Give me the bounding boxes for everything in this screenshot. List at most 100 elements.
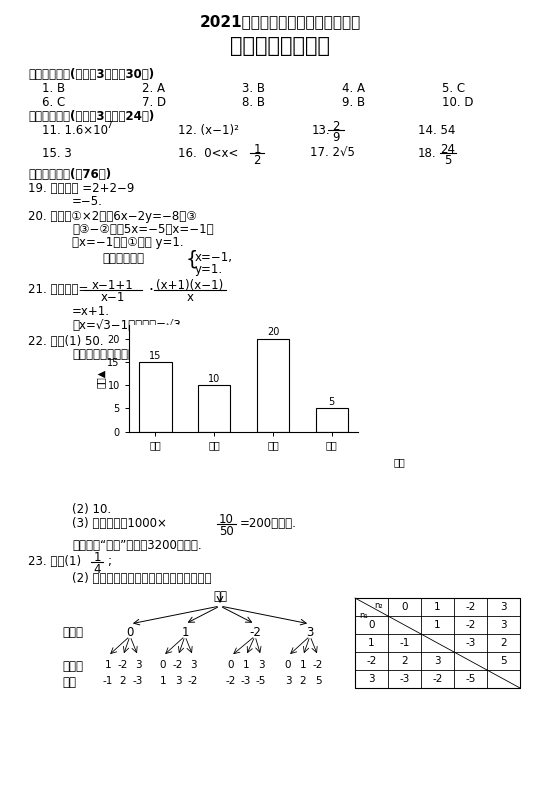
Text: -1: -1 [399,638,410,648]
Text: -2: -2 [249,626,261,639]
Text: -3: -3 [133,676,143,686]
Text: -3: -3 [465,638,475,648]
Text: 14. 54: 14. 54 [418,124,455,137]
Text: -2: -2 [226,676,236,686]
Text: 17. 2√5: 17. 2√5 [310,147,355,160]
Text: 2021年苏州市初中毕业暑升学考试: 2021年苏州市初中毕业暑升学考试 [199,14,361,29]
Text: 20: 20 [267,327,279,337]
Text: 5: 5 [500,656,507,666]
Bar [198,385,230,432]
Text: 1: 1 [434,620,441,630]
Text: 15. 3: 15. 3 [42,147,72,160]
Text: 3: 3 [258,660,264,670]
Text: -2: -2 [465,620,475,630]
Text: 1: 1 [300,660,306,670]
Text: 0: 0 [368,620,375,630]
Text: ·: · [148,283,153,298]
Text: x−1: x−1 [101,291,125,304]
Text: -2: -2 [366,656,377,666]
Text: 数学试题参考答案: 数学试题参考答案 [230,36,330,56]
Text: 方程组的解为: 方程组的解为 [102,252,144,265]
Text: 4: 4 [94,563,101,576]
Text: 8. B: 8. B [242,96,265,109]
Text: 3: 3 [368,674,375,684]
Text: 5: 5 [444,154,452,167]
Text: 50: 50 [218,525,234,538]
Text: n₁: n₁ [359,611,367,620]
Text: 1: 1 [94,551,101,564]
Text: ;: ; [107,555,111,568]
Text: =−5.: =−5. [72,195,103,208]
Text: -1: -1 [103,676,113,686]
Text: 二、填空题：(每小颙3分，入24分): 二、填空题：(每小颙3分，入24分) [28,110,154,123]
Text: 24: 24 [441,143,455,156]
Text: 画图并标注相应数据，如下图所示.: 画图并标注相应数据，如下图所示. [72,348,181,361]
Text: 0: 0 [402,602,408,612]
Text: 3: 3 [434,656,441,666]
Text: 2. A: 2. A [142,82,165,95]
Text: 3: 3 [190,660,197,670]
Text: 5: 5 [329,397,335,407]
Text: 16.  0<x<: 16. 0<x< [178,147,239,160]
Text: -2: -2 [313,660,323,670]
Text: (3) 由题意得：1000×: (3) 由题意得：1000× [72,517,167,530]
Text: 2: 2 [500,638,507,648]
Text: 4. A: 4. A [342,82,365,95]
Text: 2: 2 [401,656,408,666]
Text: 6. C: 6. C [42,96,66,109]
Text: 1: 1 [160,676,166,686]
Text: 课程: 课程 [394,457,405,467]
Text: 0: 0 [284,660,291,670]
Text: 3. B: 3. B [242,82,265,95]
Y-axis label: 人数▲: 人数▲ [96,368,106,388]
Text: 结果: 结果 [62,676,76,689]
Text: 0: 0 [228,660,234,670]
Text: -2: -2 [118,660,128,670]
Text: 1: 1 [434,602,441,612]
Text: -2: -2 [173,660,183,670]
Text: 答：选修“剪纸”课程最3200名学生.: 答：选修“剪纸”课程最3200名学生. [72,539,202,552]
Text: 9. B: 9. B [342,96,365,109]
Text: 5: 5 [315,676,321,686]
Text: x=−1,: x=−1, [195,251,233,264]
Text: 13.: 13. [312,124,330,137]
Text: 12. (x−1)²: 12. (x−1)² [178,124,239,137]
Text: 22. 解：(1) 50.: 22. 解：(1) 50. [28,335,104,348]
Text: (2) 10.: (2) 10. [72,503,111,516]
Text: -3: -3 [241,676,251,686]
Text: 20. 解：由①×2，得6x−2y=−8，③: 20. 解：由①×2，得6x−2y=−8，③ [28,210,197,223]
Text: (x+1)(x−1): (x+1)(x−1) [156,279,223,292]
Text: 由③−②，得5x=−5，x=−1，: 由③−②，得5x=−5，x=−1， [72,223,213,236]
Text: 3: 3 [135,660,141,670]
Text: 三、解答题：(入76分): 三、解答题：(入76分) [28,168,111,181]
Text: 3: 3 [500,602,507,612]
Text: 2: 2 [253,154,261,167]
Text: 1. B: 1. B [42,82,65,95]
Text: 19. 解：原式 =2+2−9: 19. 解：原式 =2+2−9 [28,182,134,195]
Text: 1: 1 [242,660,249,670]
Text: 2: 2 [120,676,127,686]
Text: 10: 10 [208,374,220,384]
Text: -5: -5 [256,676,266,686]
Text: x: x [186,291,194,304]
Text: 10: 10 [218,513,234,526]
Text: 0: 0 [127,626,134,639]
Text: 1: 1 [105,660,111,670]
Text: -2: -2 [432,674,443,684]
Text: 10. D: 10. D [442,96,474,109]
Text: 3: 3 [175,676,181,686]
Text: 开始: 开始 [213,590,227,603]
Text: 7. D: 7. D [142,96,166,109]
Text: =200（名）.: =200（名）. [240,517,297,530]
Text: 一、选择题：(每小颙3分，入30分): 一、选择题：(每小颙3分，入30分) [28,68,154,81]
Text: 23. 解：(1): 23. 解：(1) [28,555,81,568]
Text: 2: 2 [300,676,306,686]
Text: (2) 用树状图或表格列出所有可能的结果：: (2) 用树状图或表格列出所有可能的结果： [72,572,212,585]
Text: 3: 3 [500,620,507,630]
Text: 2: 2 [332,120,340,133]
Text: =x+1.: =x+1. [72,305,110,318]
Text: 0: 0 [160,660,166,670]
Text: 7: 7 [106,121,112,130]
Text: -2: -2 [465,602,475,612]
Text: 1: 1 [368,638,375,648]
